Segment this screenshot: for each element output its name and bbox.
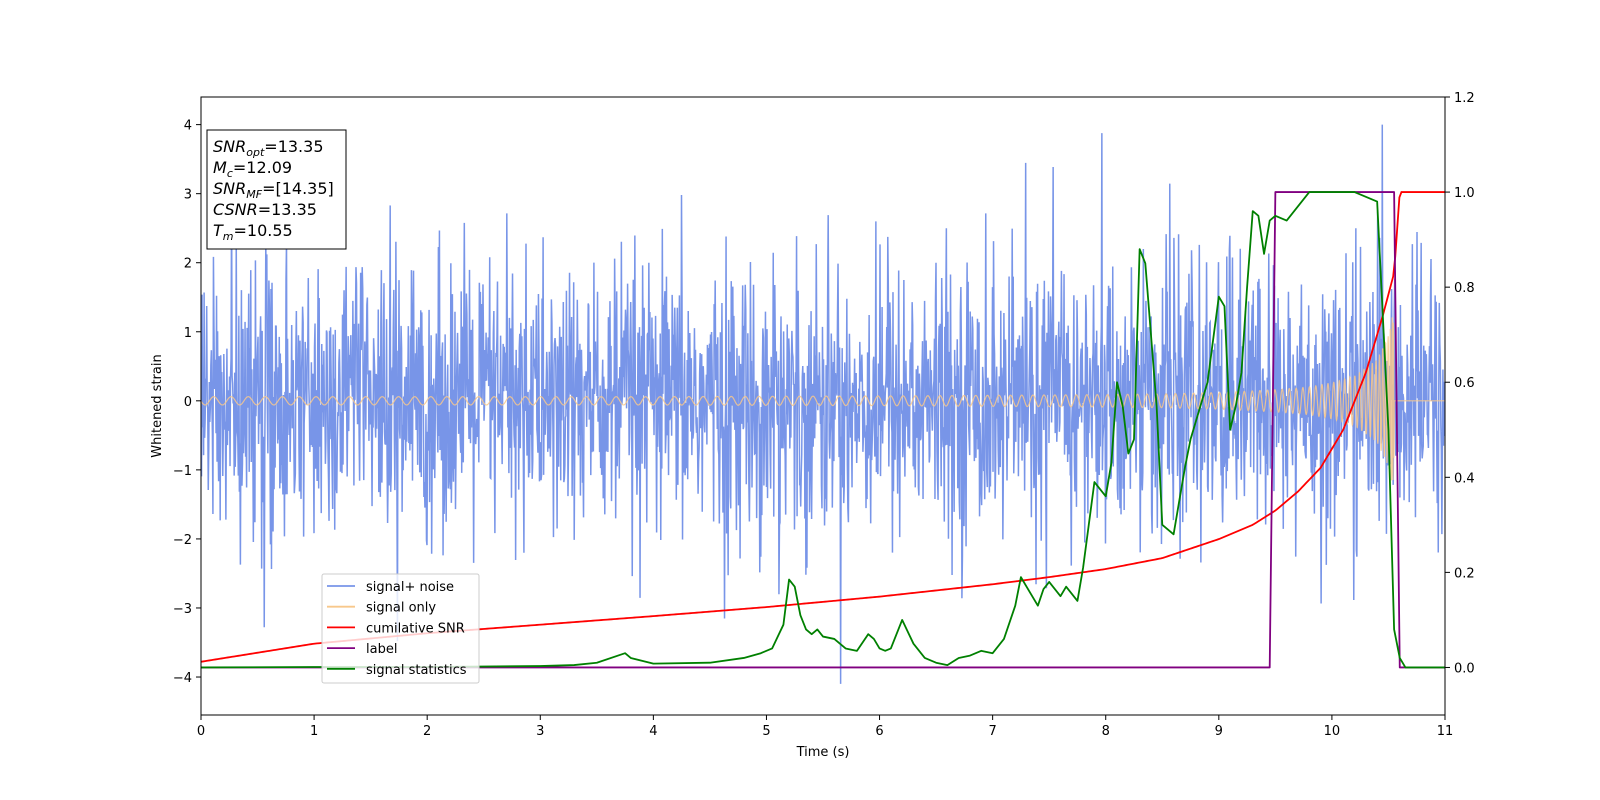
y2-tick-label: 0.4 <box>1454 471 1475 486</box>
y-tick-label: 0 <box>184 395 192 410</box>
y-tick-label: 2 <box>184 257 192 272</box>
x-tick-label: 3 <box>536 724 544 739</box>
x-tick-label: 5 <box>762 724 770 739</box>
plot-frame <box>200 96 1446 716</box>
y2-tick-label: 1.2 <box>1454 91 1475 106</box>
y-tick-label: −2 <box>173 533 192 548</box>
x-tick-label: 1 <box>310 724 318 739</box>
x-tick-label: 7 <box>988 724 996 739</box>
annotation-line: Mc=12.09 <box>213 158 292 180</box>
annotation-line: CSNR=13.35 <box>213 200 317 219</box>
y2-tick-label: 0.6 <box>1454 376 1475 391</box>
y-tick-label: −4 <box>173 671 192 686</box>
legend-label: signal+ noise <box>366 580 454 595</box>
x-tick-label: 6 <box>875 724 883 739</box>
y2-tick-label: 0.8 <box>1454 281 1475 296</box>
x-axis-label: Time (s) <box>796 745 850 760</box>
x-tick-label: 2 <box>423 724 431 739</box>
y-tick-label: 3 <box>184 188 192 203</box>
y-tick-label: −3 <box>173 602 192 617</box>
y2-tick-label: 1.0 <box>1454 186 1475 201</box>
x-tick-label: 10 <box>1324 724 1341 739</box>
y-tick-label: 1 <box>184 326 192 341</box>
x-tick-label: 4 <box>649 724 657 739</box>
y-tick-label: −1 <box>173 464 192 479</box>
annotation-line: Tm=10.55 <box>213 221 293 243</box>
x-tick-label: 0 <box>197 724 205 739</box>
x-tick-label: 11 <box>1437 724 1454 739</box>
y2-tick-label: 0.2 <box>1454 566 1475 581</box>
x-tick-label: 8 <box>1102 724 1110 739</box>
y2-tick-label: 0.0 <box>1454 661 1475 676</box>
series-signal-statistics <box>201 191 1445 669</box>
y-tick-label: 4 <box>184 119 192 134</box>
y-axis-label: Whitened strain <box>150 354 165 457</box>
x-tick-label: 9 <box>1215 724 1223 739</box>
legend-label: label <box>366 642 397 657</box>
annotation-line: SNRMF=[14.35] <box>213 179 334 201</box>
legend-label: signal statistics <box>366 663 467 678</box>
legend-box <box>321 573 480 684</box>
annotation-line: SNRopt=13.35 <box>213 137 324 159</box>
legend-label: signal only <box>366 601 436 616</box>
annotation-box <box>206 129 347 250</box>
legend-label: cumilative SNR <box>366 621 465 636</box>
